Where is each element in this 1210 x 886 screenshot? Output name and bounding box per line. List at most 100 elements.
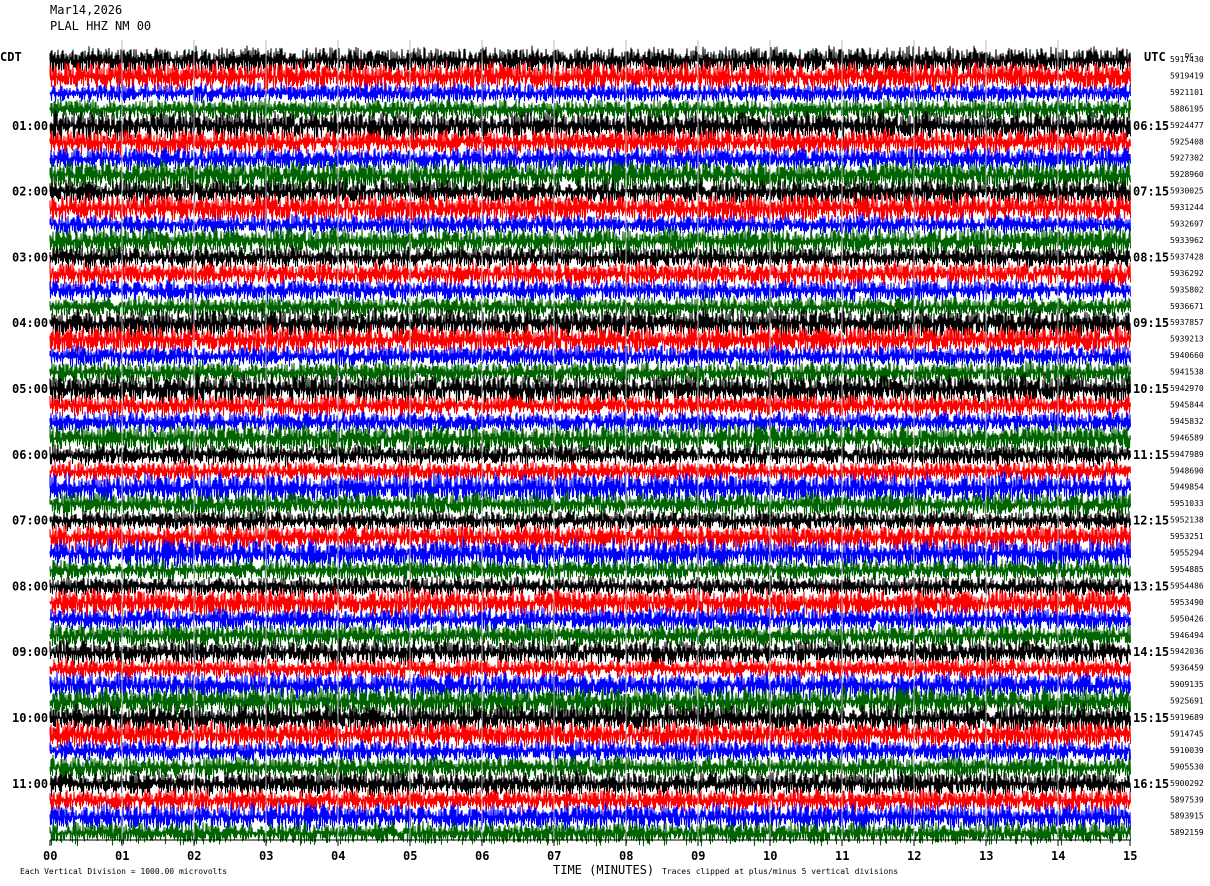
seismic-trace xyxy=(49,739,1131,763)
dc-offset-label: 5936459 xyxy=(1170,664,1204,673)
local-hour-label: 02:00 xyxy=(12,185,48,199)
utc-hour-label: 08:15 xyxy=(1133,250,1169,264)
dc-offset-label: 5945844 xyxy=(1170,400,1204,409)
dc-offset-label: 5953490 xyxy=(1170,598,1204,607)
dc-offset-label: 5946589 xyxy=(1170,433,1204,442)
x-tick-label: 15 xyxy=(1123,849,1137,863)
seismic-trace xyxy=(49,295,1131,319)
label-backdrop xyxy=(1132,250,1170,265)
seismic-trace xyxy=(49,372,1131,406)
seismic-trace xyxy=(49,657,1131,681)
clip-note: Traces clipped at plus/minus 5 vertical … xyxy=(662,867,899,876)
minute-gridlines xyxy=(121,40,1059,840)
seismic-trace xyxy=(49,97,1131,121)
seismic-trace xyxy=(49,685,1131,718)
dc-offset-label: 5917430 xyxy=(1170,55,1204,64)
dc-offset-label: 5941538 xyxy=(1170,368,1204,377)
seismic-trace xyxy=(49,523,1131,552)
dc-offset-label: 5886195 xyxy=(1170,104,1204,113)
station-id: PLAL HHZ NM 00 xyxy=(50,19,152,33)
seismic-trace xyxy=(49,670,1131,700)
dc-offset-label: 5935802 xyxy=(1170,285,1204,294)
x-tick-label: 03 xyxy=(259,849,273,863)
x-tick-label: 00 xyxy=(43,849,57,863)
seismic-trace xyxy=(49,109,1131,143)
dc-offset-label: 5914745 xyxy=(1170,729,1204,738)
x-tick-label: 14 xyxy=(1051,849,1065,863)
record-date: Mar14,2026 xyxy=(50,3,123,17)
dc-offset-label: 5930025 xyxy=(1170,187,1204,196)
seismic-trace xyxy=(49,226,1131,256)
label-backdrop xyxy=(1132,118,1170,133)
dc-offset-label: 5925691 xyxy=(1170,697,1204,706)
seismic-trace xyxy=(49,245,1131,270)
dc-offset-label: 5919419 xyxy=(1170,71,1204,80)
seismic-trace xyxy=(49,820,1131,847)
dc-offset-label: 5942970 xyxy=(1170,384,1204,393)
seismic-trace xyxy=(49,537,1131,570)
utc-hour-label: 12:15 xyxy=(1133,514,1169,528)
dc-offset-label: 5925408 xyxy=(1170,137,1204,146)
seismic-trace xyxy=(49,213,1131,236)
label-backdrop xyxy=(12,250,48,265)
x-tick-label: 09 xyxy=(691,849,705,863)
dc-offset-label: 5910039 xyxy=(1170,746,1204,755)
utc-hour-label: 06:15 xyxy=(1133,119,1169,133)
local-hour-label: 11:00 xyxy=(12,777,48,791)
label-backdrop xyxy=(12,711,48,725)
dc-offset-labels: 5917430 5919419 5921101 5886195 5924477 59254… xyxy=(1170,55,1204,837)
trace-layer xyxy=(49,45,1131,847)
local-hour-label: 08:00 xyxy=(12,579,48,593)
dc-offset-label: 5954486 xyxy=(1170,581,1204,590)
seismic-trace xyxy=(49,754,1131,781)
dc-offset-label: 5937857 xyxy=(1170,318,1204,327)
dc-offset-label: 5933962 xyxy=(1170,236,1204,245)
seismic-trace xyxy=(49,586,1131,619)
label-backdrop xyxy=(12,184,48,199)
dc-offset-label: 5947989 xyxy=(1170,450,1204,459)
seismic-trace xyxy=(49,323,1131,356)
x-tick-label: 04 xyxy=(331,849,345,863)
utc-hour-label: 13:15 xyxy=(1133,579,1169,593)
dc-offset-label: 5927302 xyxy=(1170,154,1204,163)
x-axis-ticks: 00 01 02 03 04 05 06 07 08 09 10 11 12 13 14 15 xyxy=(43,840,1137,863)
right-timezone-label: UTC xyxy=(1144,50,1166,64)
seismic-trace xyxy=(49,787,1131,814)
seismic-trace xyxy=(49,45,1131,75)
seismic-trace xyxy=(49,60,1131,93)
local-hour-label: 05:00 xyxy=(12,382,48,396)
x-axis-title: TIME (MINUTES) xyxy=(553,863,654,877)
local-hour-label: 10:00 xyxy=(12,711,48,725)
dc-offset-label: 5893915 xyxy=(1170,812,1204,821)
dc-offset-label: 5946494 xyxy=(1170,631,1204,640)
seismic-trace xyxy=(49,442,1131,468)
seismic-trace xyxy=(49,509,1131,533)
utc-hour-labels: 06:15 07:15 08:15 09:15 10:15 11:15 12:15 13:15… xyxy=(1132,118,1170,791)
label-backdrop xyxy=(12,316,48,331)
seismic-trace xyxy=(49,191,1131,225)
local-hour-label: 04:00 xyxy=(12,316,48,330)
label-backdrop xyxy=(1132,447,1170,462)
seismic-trace xyxy=(49,622,1131,649)
seismic-trace xyxy=(49,606,1131,633)
label-backdrop xyxy=(12,447,48,462)
label-backdrop xyxy=(12,513,48,528)
label-backdrop xyxy=(12,645,48,660)
dc-offset-label: 5953251 xyxy=(1170,532,1204,541)
seismic-trace xyxy=(49,423,1131,454)
dc-offset-label: 5892159 xyxy=(1170,828,1204,837)
x-tick-label: 08 xyxy=(619,849,633,863)
x-tick-label: 06 xyxy=(475,849,489,863)
dc-offset-label: 5936671 xyxy=(1170,302,1204,311)
label-backdrop xyxy=(1132,645,1170,660)
dc-offset-label: 5949854 xyxy=(1170,483,1204,492)
label-backdrop xyxy=(1132,184,1170,199)
dc-offset-label: 5936292 xyxy=(1170,269,1204,278)
seismic-trace xyxy=(49,702,1131,734)
dc-offset-label: 5931244 xyxy=(1170,203,1204,212)
dc-offset-label: 5921101 xyxy=(1170,88,1204,97)
x-tick-label: 02 xyxy=(187,849,201,863)
utc-hour-label: 16:15 xyxy=(1133,777,1169,791)
seismic-trace xyxy=(49,575,1131,598)
dc-offset-label: 5905530 xyxy=(1170,762,1204,771)
